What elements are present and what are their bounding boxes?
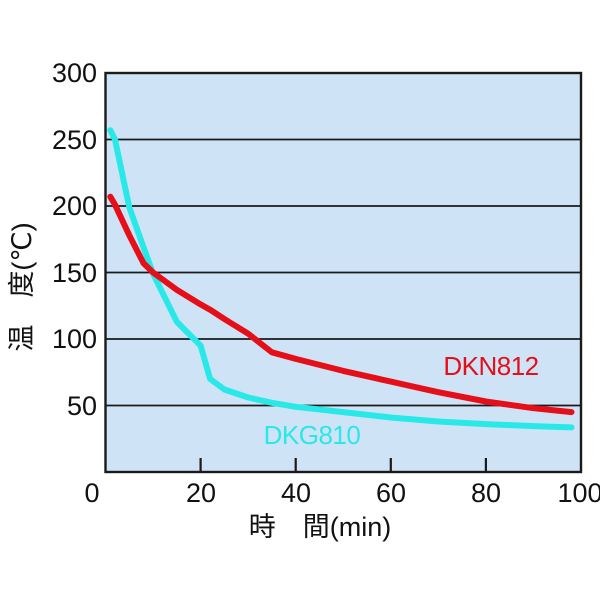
y-tick-label-150: 150 [51, 258, 97, 288]
series-label-dkn812: DKN812 [443, 351, 539, 381]
x-tick-label-100: 100 [557, 478, 600, 508]
y-axis-title: 温 度(℃) [7, 222, 37, 352]
y-tick-label-200: 200 [51, 191, 97, 221]
x-axis-title: 時 間(min) [248, 512, 392, 542]
series-label-dkg810: DKG810 [263, 420, 361, 450]
y-tick-label-250: 250 [51, 125, 97, 155]
y-tick-label-100: 100 [51, 324, 97, 354]
x-tick-label-40: 40 [280, 478, 312, 508]
x-tick-label-20: 20 [185, 478, 217, 508]
x-tick-label-80: 80 [470, 478, 502, 508]
x-tick-label-60: 60 [375, 478, 407, 508]
y-tick-label-300: 300 [51, 58, 97, 88]
y-tick-label-50: 50 [66, 391, 97, 421]
x-tick-label-0: 0 [84, 478, 100, 508]
